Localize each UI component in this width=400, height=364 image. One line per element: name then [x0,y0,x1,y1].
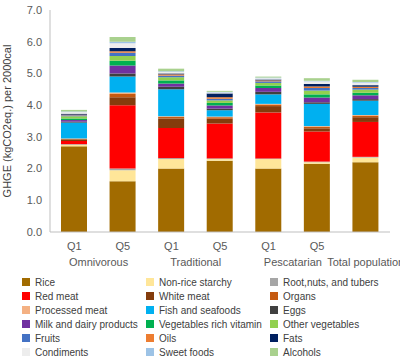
svg-text:Omnivorous: Omnivorous [69,256,129,268]
html-text:Fish and seafoods: Fish and seafoods [159,304,241,316]
html-text:Oils: Oils [159,332,177,344]
svg-text:6.0: 6.0 [27,36,42,48]
html-text:Organs: Organs [283,290,316,302]
svg-text:GHGE (kgCO2eq.) per 2000cal: GHGE (kgCO2eq.) per 2000cal [8,45,13,198]
html-text:Red meat: Red meat [35,290,79,302]
svg-text:Pescatarian: Pescatarian [264,256,322,268]
html-text:Root,nuts, and tubers: Root,nuts, and tubers [283,276,379,288]
html-text:Condiments: Condiments [35,346,89,358]
html-text:Other vegetables: Other vegetables [283,318,360,330]
html-text:White meat: White meat [159,290,210,302]
svg-text:Q1: Q1 [67,240,82,252]
html-text:Processed meat: Processed meat [35,304,108,316]
svg-text:Traditional: Traditional [170,256,221,268]
html-text:Fats: Fats [283,332,303,344]
html-text:Eggs: Eggs [283,304,306,316]
svg-text:4.0: 4.0 [27,99,42,111]
html-text:Sweet foods: Sweet foods [159,346,214,358]
svg-text:2.0: 2.0 [27,162,42,174]
html-text:Alcohols: Alcohols [283,346,321,358]
svg-text:Q1: Q1 [164,240,179,252]
svg-text:Q1: Q1 [261,240,276,252]
html-text:Milk and dairy products: Milk and dairy products [35,318,138,330]
html-text:Vegetables rich vitamin: Vegetables rich vitamin [159,318,262,330]
svg-text:7.0: 7.0 [27,4,42,16]
svg-text:1.0: 1.0 [27,194,42,206]
html-text:Rice: Rice [35,276,55,288]
svg-text:Total population: Total population [327,256,392,268]
svg-text:Q5: Q5 [310,240,325,252]
svg-text:0.0: 0.0 [27,226,42,238]
html-text:Fruits: Fruits [35,332,60,344]
svg-text:5.0: 5.0 [27,67,42,79]
html-text:Non-rice starchy: Non-rice starchy [159,276,232,288]
svg-text:Q5: Q5 [116,240,131,252]
svg-text:Q5: Q5 [213,240,228,252]
svg-text:3.0: 3.0 [27,131,42,143]
